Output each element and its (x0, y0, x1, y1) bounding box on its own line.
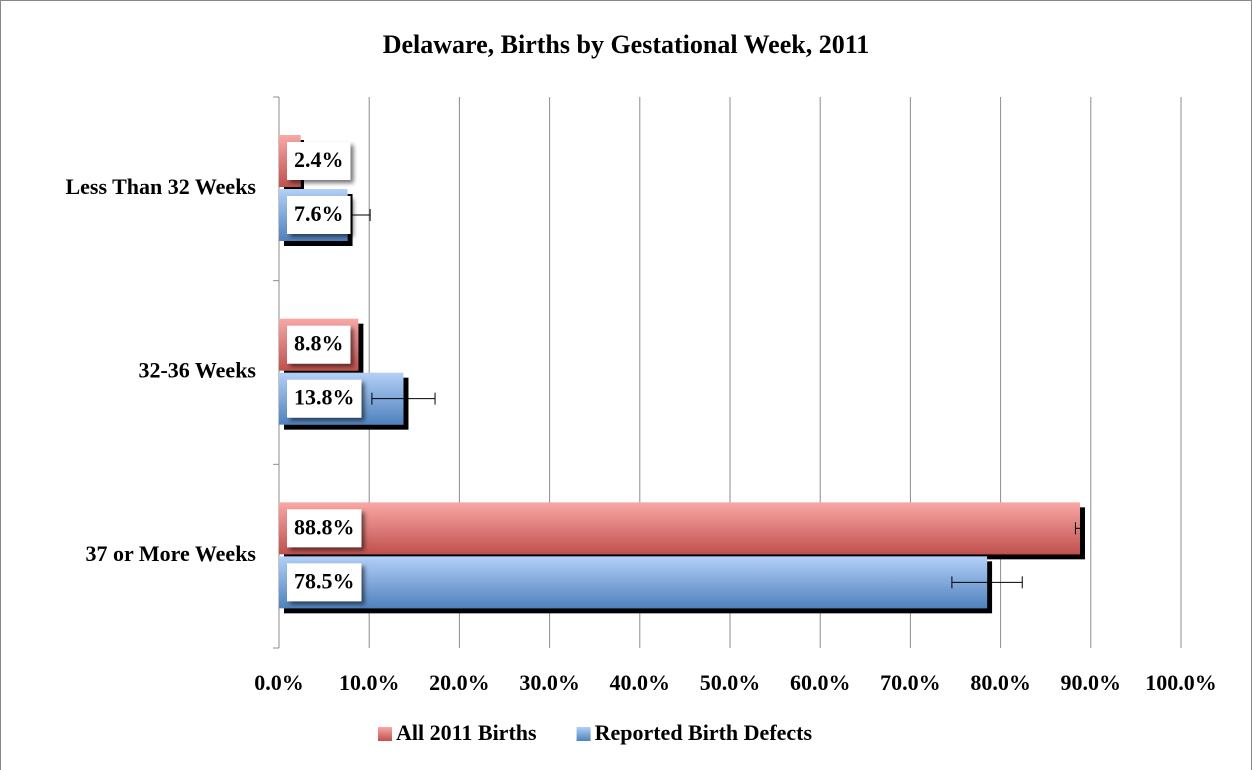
x-tick-label: 40.0% (610, 670, 671, 695)
chart-title: Delaware, Births by Gestational Week, 20… (383, 30, 870, 59)
bar (279, 502, 1080, 555)
legend-label: All 2011 Births (396, 720, 537, 745)
x-tick-label: 20.0% (429, 670, 490, 695)
data-label: 7.6% (294, 201, 344, 226)
data-label: 2.4% (294, 147, 344, 172)
data-label: 13.8% (294, 385, 355, 410)
x-tick-label: 50.0% (700, 670, 761, 695)
data-label: 78.5% (294, 568, 355, 593)
x-tick-label: 60.0% (790, 670, 851, 695)
x-tick-label: 70.0% (880, 670, 941, 695)
x-tick-label: 10.0% (339, 670, 400, 695)
y-tick-label: 32-36 Weeks (138, 358, 256, 383)
legend-swatch (576, 727, 591, 741)
data-label-box (287, 563, 362, 602)
y-tick-label: Less Than 32 Weeks (65, 174, 256, 199)
error-bar (951, 576, 1023, 589)
data-label-box (287, 142, 351, 180)
error-bar (1074, 522, 1085, 535)
legend-label: Reported Birth Defects (595, 720, 813, 745)
data-label-box (287, 325, 351, 364)
x-tick-label: 90.0% (1061, 670, 1122, 695)
data-label-box (287, 379, 362, 418)
data-label-box (287, 509, 362, 548)
x-tick-label: 80.0% (970, 670, 1031, 695)
legend-swatch (378, 727, 392, 741)
data-label: 8.8% (294, 331, 344, 356)
error-bar (371, 392, 436, 405)
x-tick-label: 100.0% (1145, 670, 1217, 695)
x-tick-label: 0.0% (254, 670, 304, 695)
bar (279, 556, 988, 609)
data-label-box (287, 196, 351, 234)
y-tick-label: 37 or More Weeks (86, 541, 257, 566)
data-label: 88.8% (294, 514, 355, 539)
x-tick-label: 30.0% (519, 670, 580, 695)
